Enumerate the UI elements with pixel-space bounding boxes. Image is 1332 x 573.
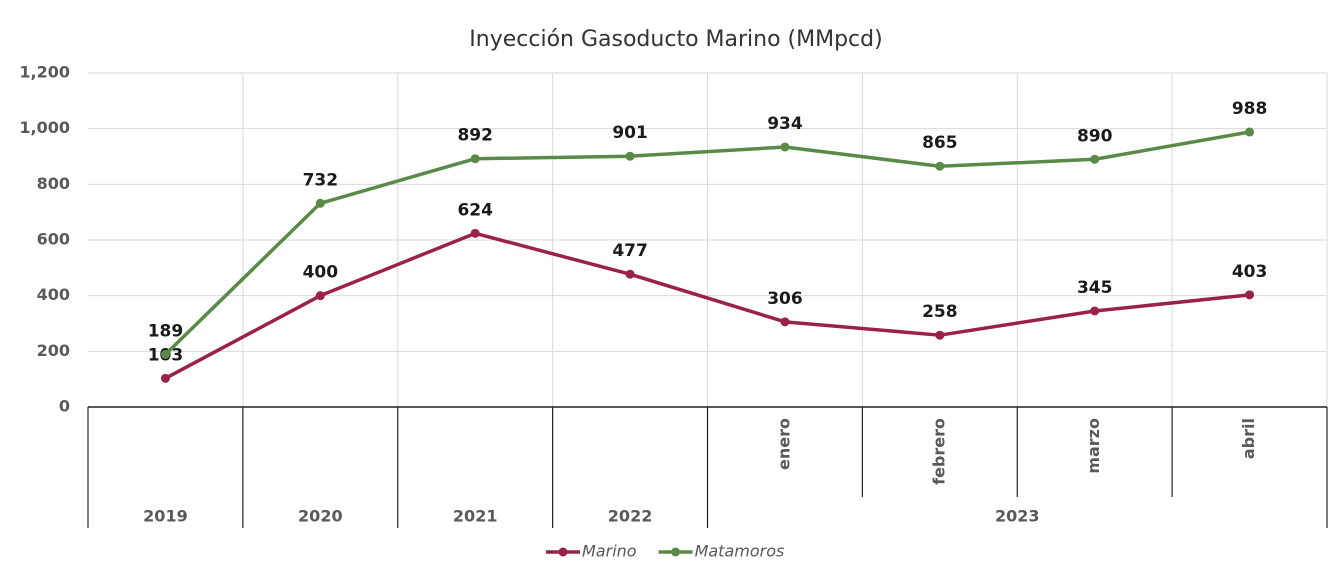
y-tick-label: 400 xyxy=(37,285,70,304)
data-label: 624 xyxy=(457,200,493,220)
data-label: 892 xyxy=(457,126,493,146)
data-label: 345 xyxy=(1077,278,1113,298)
point xyxy=(780,317,790,327)
data-label: 901 xyxy=(612,123,648,143)
point xyxy=(160,373,170,383)
group-label: 2021 xyxy=(453,507,498,526)
series-line xyxy=(164,130,1250,356)
point xyxy=(625,269,635,279)
data-label: 934 xyxy=(767,114,803,134)
legend-marker xyxy=(558,547,568,557)
y-tick-label: 1,200 xyxy=(19,63,70,82)
x-tick-label: febrero xyxy=(929,418,948,485)
data-label: 890 xyxy=(1077,126,1113,146)
data-label: 732 xyxy=(303,170,339,190)
group-label: 2022 xyxy=(608,507,653,526)
data-label: 400 xyxy=(303,263,339,283)
data-label: 189 xyxy=(148,321,184,341)
group-label: 2020 xyxy=(298,507,343,526)
data-label: 403 xyxy=(1232,262,1268,282)
chart-title: Inyección Gasoducto Marino (MMpcd) xyxy=(469,27,882,52)
data-label: 477 xyxy=(612,241,648,261)
point xyxy=(935,330,945,340)
point xyxy=(315,198,325,208)
data-label: 306 xyxy=(767,289,803,309)
point xyxy=(1090,154,1100,164)
point xyxy=(625,151,635,161)
point xyxy=(780,142,790,152)
group-label: 2019 xyxy=(143,507,188,526)
group-label: 2023 xyxy=(995,507,1040,526)
point xyxy=(935,161,945,171)
point xyxy=(315,291,325,301)
data-label: 988 xyxy=(1232,99,1268,119)
y-tick-label: 200 xyxy=(37,341,70,360)
series-line xyxy=(164,231,1250,380)
point xyxy=(1090,306,1100,316)
x-tick-label: abril xyxy=(1239,418,1258,459)
y-tick-label: 800 xyxy=(37,174,70,193)
data-label: 258 xyxy=(922,302,958,322)
legend-label: Matamoros xyxy=(695,542,785,561)
point xyxy=(470,154,480,164)
point xyxy=(470,228,480,238)
point xyxy=(1245,290,1255,300)
point xyxy=(1245,127,1255,137)
y-tick-label: 0 xyxy=(59,397,70,416)
legend-marker xyxy=(671,547,681,557)
y-tick-label: 600 xyxy=(37,230,70,249)
x-tick-label: marzo xyxy=(1084,418,1103,474)
data-label: 865 xyxy=(922,133,958,153)
x-tick-label: enero xyxy=(774,418,793,470)
legend-label: Marino xyxy=(582,542,637,561)
point xyxy=(160,349,170,359)
y-tick-label: 1,000 xyxy=(19,118,70,137)
